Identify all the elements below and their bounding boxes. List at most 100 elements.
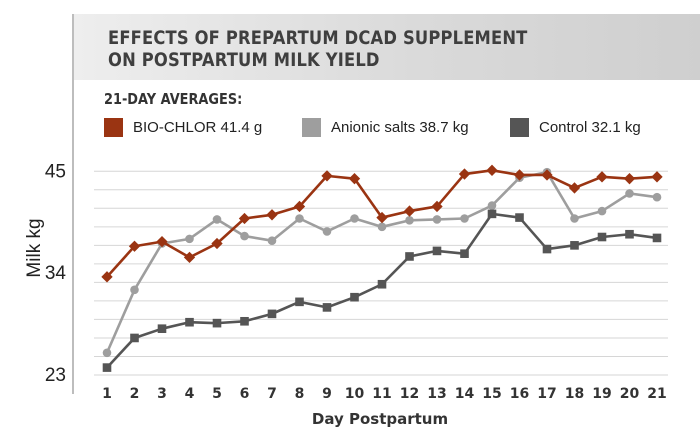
x-tick-label: 1 xyxy=(102,386,112,402)
x-tick-label: 8 xyxy=(295,386,305,402)
data-point-control xyxy=(130,333,139,343)
data-point-anionic-salts xyxy=(432,215,442,224)
y-tick-label: 23 xyxy=(45,365,66,386)
data-point-bio-chlor xyxy=(486,164,498,176)
data-point-control xyxy=(515,213,524,222)
legend-label-anionic-salts: Anionic salts 38.7 kg xyxy=(331,119,469,136)
data-point-bio-chlor xyxy=(596,171,608,183)
data-point-control xyxy=(102,363,112,372)
x-tick-label: 3 xyxy=(157,386,167,402)
legend-swatch-bio-chlor xyxy=(104,118,123,137)
data-point-anionic-salts xyxy=(322,227,332,236)
frame-line xyxy=(72,14,74,394)
data-point-control xyxy=(405,252,414,261)
legend-title: 21-DAY AVERAGES: xyxy=(104,90,243,108)
x-tick-label: 20 xyxy=(620,386,640,402)
data-point-bio-chlor xyxy=(293,200,306,213)
data-point-anionic-salts xyxy=(130,285,139,295)
data-point-anionic-salts xyxy=(377,222,387,232)
x-tick-label: 4 xyxy=(185,386,195,402)
data-point-anionic-salts xyxy=(570,214,579,223)
x-tick-label: 5 xyxy=(212,386,222,402)
series-control xyxy=(102,209,662,372)
data-point-bio-chlor xyxy=(156,235,168,248)
data-point-control xyxy=(267,309,277,319)
x-tick-label: 19 xyxy=(592,386,611,402)
y-tick-label: 45 xyxy=(45,161,66,182)
data-point-control xyxy=(625,229,634,239)
data-point-control xyxy=(570,241,579,250)
data-point-anionic-salts xyxy=(185,234,194,244)
data-point-control xyxy=(295,297,304,307)
data-point-control xyxy=(157,324,167,333)
title-band xyxy=(72,14,700,80)
data-point-anionic-salts xyxy=(460,214,469,223)
series-layer xyxy=(101,164,663,372)
data-point-bio-chlor xyxy=(376,211,388,224)
data-point-control xyxy=(322,303,332,312)
gridlines xyxy=(94,170,668,376)
x-tick-label: 14 xyxy=(455,386,475,402)
data-point-control xyxy=(597,232,607,242)
legend-swatch-anionic-salts xyxy=(302,118,321,137)
data-point-anionic-salts xyxy=(487,201,497,210)
legend-label-bio-chlor: BIO-CHLOR 41.4 g xyxy=(133,119,263,136)
data-point-bio-chlor xyxy=(321,170,333,182)
data-point-control xyxy=(212,318,222,328)
data-point-bio-chlor xyxy=(623,173,636,185)
data-point-bio-chlor xyxy=(541,169,553,181)
data-point-bio-chlor xyxy=(431,200,443,213)
data-point-anionic-salts xyxy=(597,206,607,216)
x-tick-label: 7 xyxy=(267,386,277,402)
data-point-anionic-salts xyxy=(625,189,634,198)
data-point-bio-chlor xyxy=(458,168,471,180)
data-point-control xyxy=(185,317,194,327)
series-anionic-salts xyxy=(102,167,662,358)
x-tick-label: 12 xyxy=(400,386,419,402)
data-point-bio-chlor xyxy=(513,169,526,181)
x-tick-label: 18 xyxy=(565,386,584,402)
data-point-bio-chlor xyxy=(568,182,581,194)
data-point-anionic-salts xyxy=(295,214,304,223)
chart-title-line-1: EFFECTS OF PREPARTUM DCAD SUPPLEMENT xyxy=(108,27,528,49)
legend-swatch-control xyxy=(510,118,529,137)
data-point-bio-chlor xyxy=(183,251,196,264)
chart-title-line-2: ON POSTPARTUM MILK YIELD xyxy=(108,49,380,71)
x-tick-label: 9 xyxy=(322,386,332,402)
data-point-bio-chlor xyxy=(266,209,278,221)
data-point-anionic-salts xyxy=(240,231,249,241)
data-point-bio-chlor xyxy=(238,212,251,225)
y-tick-label: 34 xyxy=(45,263,67,284)
data-point-control xyxy=(350,292,359,302)
data-point-bio-chlor xyxy=(128,240,141,252)
data-point-bio-chlor xyxy=(211,237,223,250)
x-tick-label: 11 xyxy=(372,386,391,402)
legend-item-anionic-salts: Anionic salts 38.7 kg xyxy=(302,118,469,137)
x-tick-label: 6 xyxy=(240,386,250,402)
data-point-anionic-salts xyxy=(405,216,414,225)
data-point-control xyxy=(240,316,249,326)
data-point-control xyxy=(377,279,387,289)
data-point-control xyxy=(432,246,442,256)
legend-item-control: Control 32.1 kg xyxy=(510,118,641,137)
legend-item-bio-chlor: BIO-CHLOR 41.4 g xyxy=(104,118,262,137)
data-point-bio-chlor xyxy=(651,171,663,183)
x-tick-label: 21 xyxy=(647,386,666,402)
legend-label-control: Control 32.1 kg xyxy=(539,119,641,136)
data-point-control xyxy=(487,209,497,219)
data-point-anionic-salts xyxy=(267,236,277,246)
data-point-bio-chlor xyxy=(403,205,416,217)
y-axis-label: Milk kg xyxy=(24,218,45,277)
data-point-control xyxy=(542,244,552,254)
data-point-control xyxy=(460,249,469,258)
x-tick-label: 16 xyxy=(510,386,529,402)
x-axis-label: Day Postpartum xyxy=(312,410,448,428)
data-point-anionic-salts xyxy=(102,348,112,358)
data-point-bio-chlor xyxy=(348,173,361,185)
x-tick-label: 2 xyxy=(130,386,140,402)
data-point-anionic-salts xyxy=(350,214,359,223)
x-tick-label: 10 xyxy=(345,386,365,402)
data-point-control xyxy=(652,233,662,243)
